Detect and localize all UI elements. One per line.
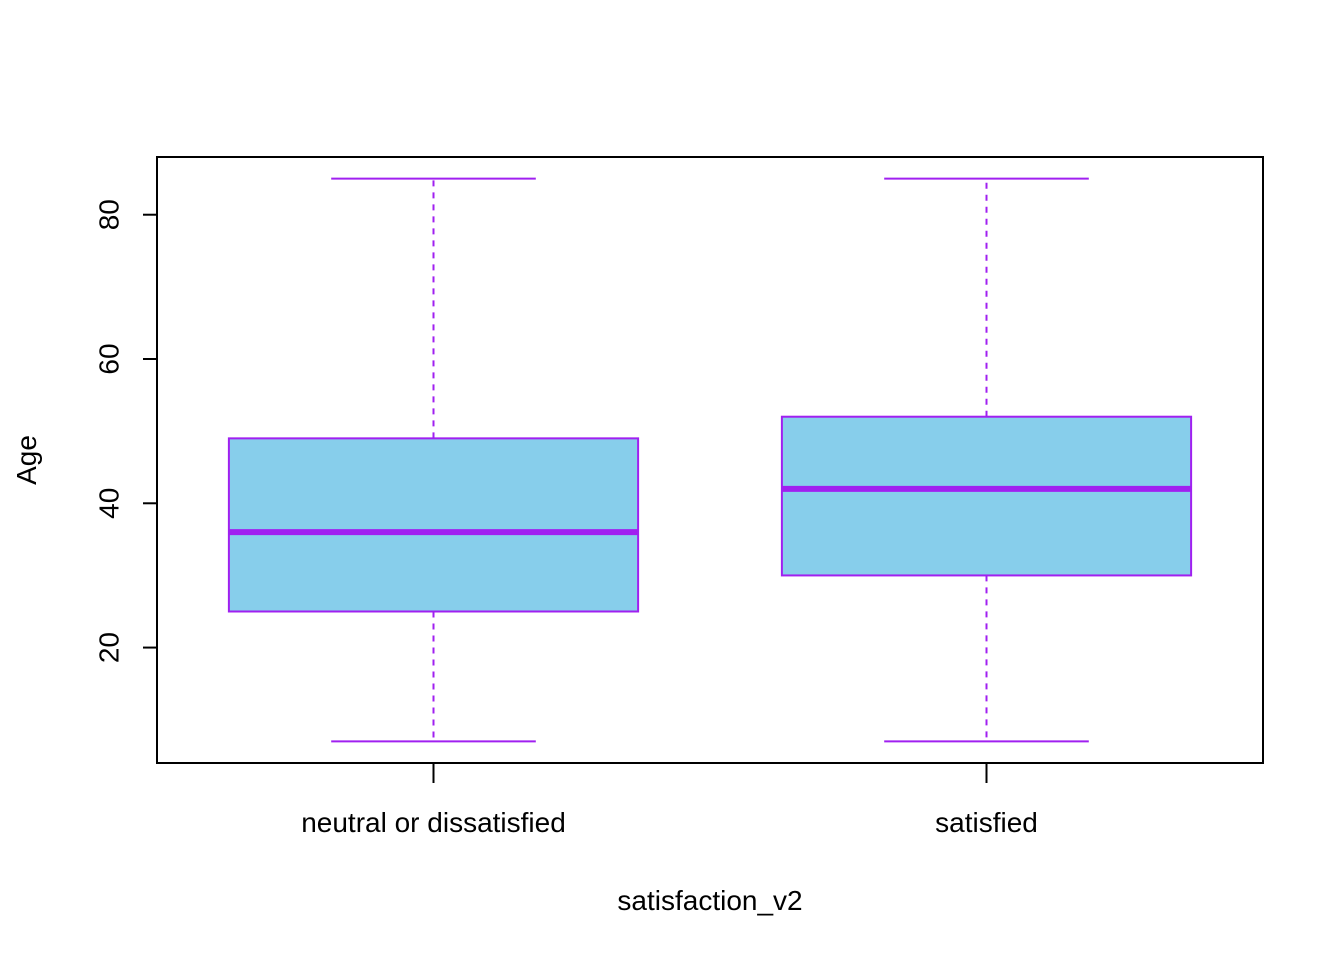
y-tick-label: 20 <box>93 632 124 663</box>
box-group <box>227 177 640 743</box>
x-tick-label: satisfied <box>935 807 1038 838</box>
box-group <box>780 177 1193 743</box>
y-axis-title: Age <box>11 435 42 485</box>
y-axis: 20 40 60 80 <box>93 199 157 663</box>
plot-frame <box>156 156 1264 764</box>
x-axis: neutral or dissatisfied satisfied <box>301 763 1038 838</box>
x-axis-title: satisfaction_v2 <box>617 885 802 916</box>
boxes <box>227 177 1193 743</box>
x-tick-label: neutral or dissatisfied <box>301 807 566 838</box>
y-tick-label: 80 <box>93 199 124 230</box>
y-tick-label: 60 <box>93 343 124 374</box>
y-tick-label: 40 <box>93 488 124 519</box>
box <box>227 437 640 613</box>
box <box>780 415 1193 577</box>
